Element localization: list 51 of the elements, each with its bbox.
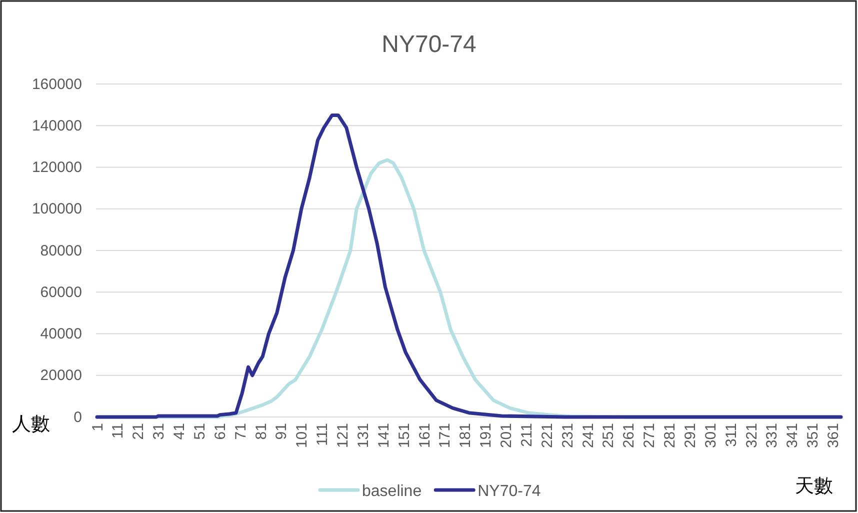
y-tick-label: 40000 bbox=[40, 326, 82, 343]
y-axis-title: 人數 bbox=[12, 414, 50, 435]
x-tick-label: 191 bbox=[478, 423, 495, 448]
x-tick-label: 71 bbox=[232, 423, 250, 440]
x-tick-label: 221 bbox=[538, 423, 556, 448]
x-tick-label: 351 bbox=[804, 423, 822, 448]
x-tick-label: 341 bbox=[784, 423, 802, 448]
x-tick-label: 181 bbox=[457, 423, 474, 448]
x-tick-label: 61 bbox=[212, 423, 229, 440]
legend-label: NY70-74 bbox=[478, 483, 541, 500]
y-tick-label: 120000 bbox=[32, 159, 82, 176]
y-tick-label: 100000 bbox=[32, 200, 82, 218]
x-tick-label: 301 bbox=[702, 423, 720, 448]
x-tick-label: 231 bbox=[559, 423, 576, 448]
x-tick-label: 121 bbox=[334, 423, 352, 448]
x-tick-label: 51 bbox=[191, 423, 208, 440]
x-tick-label: 361 bbox=[825, 423, 842, 448]
y-tick-label: 160000 bbox=[32, 76, 82, 93]
x-axis-title: 天數 bbox=[795, 476, 833, 497]
x-tick-label: 11 bbox=[110, 423, 127, 439]
x-tick-label: 131 bbox=[354, 423, 372, 448]
x-tick-label: 151 bbox=[396, 423, 413, 448]
x-tick-label: 161 bbox=[416, 423, 434, 448]
x-tick-label: 251 bbox=[600, 423, 618, 448]
x-tick-label: 241 bbox=[580, 423, 597, 448]
x-tick-label: 271 bbox=[641, 423, 658, 448]
x-tick-label: 21 bbox=[130, 423, 148, 440]
legend-label: baseline bbox=[362, 483, 422, 500]
x-tick-label: 211 bbox=[518, 423, 536, 447]
x-tick-label: 291 bbox=[682, 423, 699, 448]
x-tick-label: 261 bbox=[620, 423, 638, 448]
y-tick-label: 0 bbox=[74, 408, 82, 426]
x-tick-label: 41 bbox=[171, 423, 188, 440]
x-tick-label: 141 bbox=[375, 423, 392, 448]
x-tick-label: 31 bbox=[150, 423, 168, 440]
x-tick-label: 81 bbox=[252, 423, 270, 440]
y-tick-label: 140000 bbox=[32, 117, 82, 134]
x-tick-label: 91 bbox=[273, 423, 290, 440]
x-tick-label: 321 bbox=[743, 423, 760, 448]
x-tick-label: 311 bbox=[722, 423, 740, 447]
x-tick-label: 1 bbox=[89, 423, 106, 432]
y-tick-label: 20000 bbox=[40, 367, 82, 384]
y-tick-label: 60000 bbox=[40, 284, 82, 301]
x-tick-label: 331 bbox=[764, 423, 781, 448]
chart-title: NY70-74 bbox=[382, 31, 476, 58]
x-tick-label: 281 bbox=[662, 423, 679, 448]
y-tick-label: 80000 bbox=[40, 242, 82, 260]
x-tick-label: 111 bbox=[314, 423, 332, 446]
x-tick-label: 171 bbox=[436, 423, 454, 448]
x-tick-label: 101 bbox=[294, 423, 311, 448]
x-tick-label: 201 bbox=[498, 423, 516, 448]
